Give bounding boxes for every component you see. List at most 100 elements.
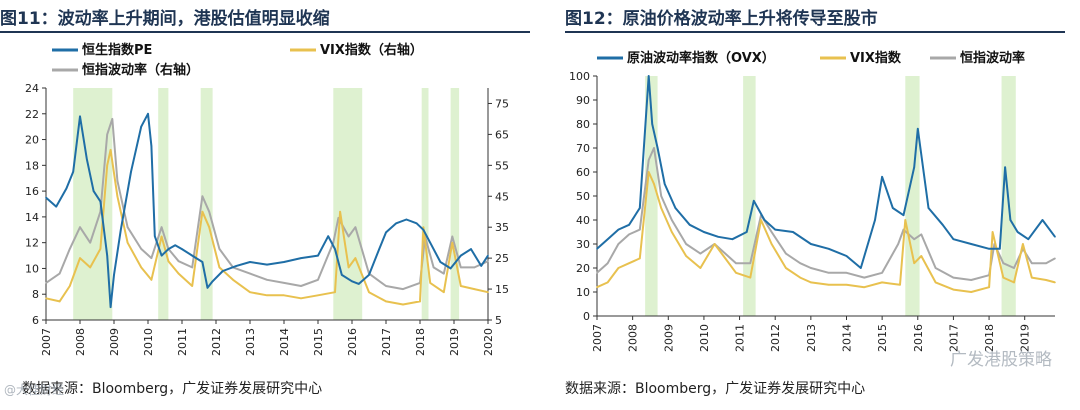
left-series-2-point bbox=[208, 210, 210, 213]
right-series-2-point bbox=[845, 272, 848, 274]
left-y-right-tick-label: 5 bbox=[495, 314, 502, 327]
right-y-left-tick-label: 10 bbox=[576, 286, 590, 299]
right-series-0-point bbox=[596, 248, 598, 250]
right-series-2-point bbox=[1031, 262, 1033, 264]
right-series-1-point bbox=[735, 272, 737, 274]
left-series-1-point bbox=[89, 266, 91, 269]
right-series-line-2 bbox=[596, 147, 1056, 281]
right-y-left-tick-label: 0 bbox=[583, 310, 590, 323]
left-series-0-point bbox=[395, 222, 398, 225]
right-series-0-point bbox=[941, 224, 944, 226]
left-series-1-point bbox=[167, 260, 170, 263]
left-series-1-point bbox=[300, 297, 302, 300]
right-series-2-point bbox=[799, 262, 801, 264]
left-series-0-point bbox=[415, 222, 418, 225]
right-series-1-point bbox=[827, 284, 830, 286]
left-series-1-point bbox=[419, 300, 421, 303]
left-x-tick-label: 2008 bbox=[74, 328, 87, 356]
left-series-2-point bbox=[432, 266, 435, 269]
left-series-1-point bbox=[460, 285, 462, 287]
right-series-2-point bbox=[647, 159, 650, 161]
right-series-2-point bbox=[1054, 257, 1056, 260]
right-x-tick-label: 2016 bbox=[912, 324, 925, 352]
right-series-1-point bbox=[899, 284, 901, 286]
left-y-right-tick-label: 35 bbox=[495, 221, 509, 234]
left-x-tick-label: 2018 bbox=[414, 328, 427, 356]
right-series-1-point bbox=[724, 257, 727, 260]
left-series-1-point bbox=[422, 226, 425, 228]
left-series-1-point bbox=[177, 272, 180, 275]
right-series-2-point bbox=[596, 272, 598, 274]
right-series-0-point bbox=[745, 231, 748, 233]
right-series-1-point bbox=[920, 255, 923, 257]
right-series-0-point bbox=[1027, 238, 1030, 240]
left-series-0-point bbox=[249, 261, 251, 263]
right-series-2-point bbox=[638, 228, 641, 231]
right-series-line-1 bbox=[596, 171, 1056, 293]
right-series-2-point bbox=[1013, 267, 1015, 269]
right-series-1-point bbox=[770, 243, 773, 245]
right-series-2-point bbox=[881, 272, 883, 274]
right-x-tick-label: 2009 bbox=[662, 324, 675, 352]
right-series-1-point bbox=[760, 219, 762, 221]
left-series-2-point bbox=[354, 226, 357, 228]
right-shaded-period bbox=[905, 76, 920, 316]
right-series-1-point bbox=[1031, 276, 1033, 279]
left-series-1-point bbox=[368, 291, 370, 293]
right-series-0-point bbox=[651, 123, 654, 125]
left-shaded-period bbox=[158, 88, 169, 320]
left-series-2-point bbox=[116, 180, 119, 182]
left-series-0-point bbox=[113, 274, 115, 276]
left-y-left-tick-label: 16 bbox=[25, 185, 39, 198]
right-series-0-point bbox=[970, 243, 973, 245]
left-series-1-point bbox=[150, 278, 153, 281]
left-y-left-tick-label: 8 bbox=[32, 288, 39, 301]
right-chart: 0 10 20 30 40 50 60 70 80 90 100 2007 2008 2009 2010 20… bbox=[569, 50, 1056, 352]
right-series-2-point bbox=[735, 262, 737, 264]
right-series-0-point bbox=[988, 248, 990, 250]
right-series-1-point bbox=[660, 207, 662, 209]
left-legend-label-0: 恒生指数PE bbox=[82, 42, 152, 58]
left-y-left-tick-label: 12 bbox=[25, 237, 39, 250]
right-series-2-point bbox=[827, 272, 830, 274]
right-y-left-tick-label: 90 bbox=[576, 94, 590, 107]
left-series-2-point bbox=[443, 272, 445, 275]
right-series-1-point bbox=[934, 281, 937, 284]
left-series-0-point bbox=[181, 248, 183, 250]
right-series-2-point bbox=[749, 262, 752, 264]
left-panel: 图11：波动率上升期间，港股估值明显收缩 6 8 10 12 14 16 18 20 22 24 5… bbox=[0, 9, 530, 397]
left-series-2-point bbox=[451, 235, 454, 238]
left-series-0-point bbox=[235, 265, 238, 267]
left-series-2-point bbox=[111, 118, 114, 120]
right-series-0-point bbox=[952, 238, 955, 240]
right-series-1-point bbox=[785, 267, 787, 269]
right-x-tick-label: 2008 bbox=[627, 324, 640, 352]
left-series-2-point bbox=[300, 285, 302, 287]
left-series-2-point bbox=[140, 248, 142, 250]
left-x-tick-label: 2019 bbox=[448, 328, 461, 356]
right-panel: 图12：原油价格波动率上升将传导至股市 0 10 20 30 40 50 60 70 80 90 1… bbox=[545, 0, 1080, 410]
right-x-tick-label: 2011 bbox=[734, 324, 747, 352]
right-series-0-point bbox=[774, 228, 777, 231]
right-legend-label-1: VIX指数 bbox=[850, 50, 902, 66]
left-series-0-point bbox=[317, 254, 319, 257]
corner-watermark: @大佳财经 bbox=[4, 383, 65, 397]
left-series-1-point bbox=[385, 300, 387, 303]
left-series-0-point bbox=[439, 261, 442, 263]
left-series-2-point bbox=[89, 241, 91, 244]
right-series-line-0 bbox=[596, 75, 1056, 269]
left-series-1-point bbox=[69, 285, 71, 287]
right-series-2-point bbox=[671, 219, 673, 221]
right-series-1-point bbox=[845, 284, 848, 286]
right-series-1-point bbox=[647, 171, 650, 173]
right-shaded-period bbox=[743, 76, 756, 316]
left-x-tick-label: 2010 bbox=[142, 328, 155, 356]
left-series-1-point bbox=[191, 285, 193, 287]
left-series-0-point bbox=[160, 254, 163, 257]
right-series-2-point bbox=[660, 195, 662, 197]
right-series-0-point bbox=[753, 200, 755, 202]
right-series-1-point bbox=[699, 267, 702, 269]
right-series-0-point bbox=[638, 207, 641, 209]
left-series-2-point bbox=[106, 133, 108, 136]
right-series-0-point bbox=[845, 255, 848, 257]
